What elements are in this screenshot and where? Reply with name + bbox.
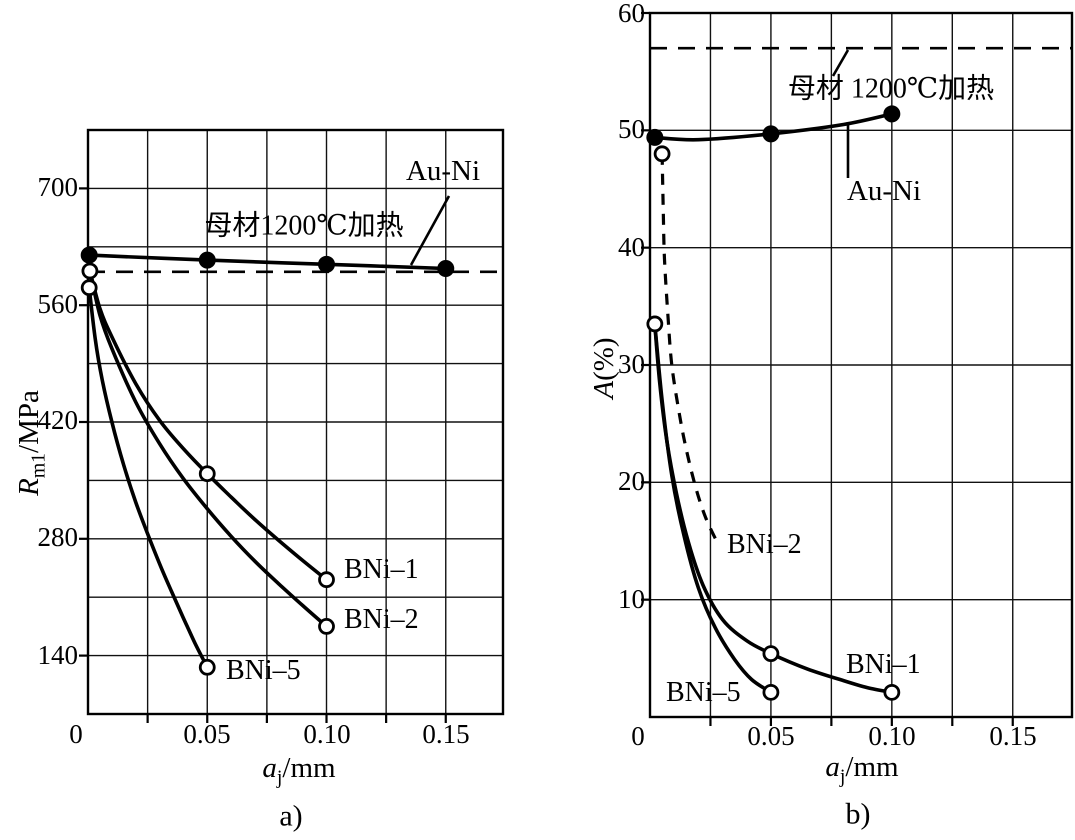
a-ytick-700: 700 [37, 172, 79, 202]
b-annotation-bni1: BNi–1 [846, 649, 921, 680]
data-point-marker-Au-Ni [198, 251, 216, 269]
a-annotation-bni5: BNi–5 [226, 655, 301, 686]
b-xlabel-unit: /mm [845, 750, 899, 783]
annotation-leader-line [409, 195, 451, 266]
b-annotation-bni2: BNi–2 [727, 529, 802, 560]
data-point-marker-Au-Ni [883, 105, 901, 123]
data-point-marker-Au-Ni [646, 128, 664, 146]
data-point-marker-BNi-1 [883, 683, 901, 701]
b-xlabel-var: a [825, 750, 840, 783]
b-xlabel-sub: j [839, 765, 846, 788]
data-point-marker-Au-Ni [437, 259, 455, 277]
a-ylabel-var: R [12, 478, 45, 496]
a-annotation-bni1: BNi–1 [344, 554, 419, 585]
b-ylabel-var: A [587, 380, 620, 399]
a-y-axis-label: Rm1/MPa [12, 390, 50, 496]
a-ytick-280: 280 [37, 522, 79, 552]
b-ylabel-unit: (%) [587, 337, 620, 381]
a-xlabel-unit: /mm [282, 751, 336, 784]
a-xlabel-var: a [262, 751, 277, 784]
a-panel-caption: a) [279, 799, 303, 833]
data-point-marker-BNi-1 [318, 571, 335, 589]
a-xtick-015: 0.15 [422, 719, 470, 749]
series-curve-BNi-5 [87, 285, 210, 670]
chart-panel-b [641, 11, 1074, 726]
series-curve-BNi-2 [88, 269, 329, 629]
a-annotation-base-metal: 母材1200℃加热 [204, 210, 404, 242]
b-ytick-30: 30 [618, 349, 645, 379]
data-point-marker-Au-Ni [318, 255, 336, 273]
b-xtick-005: 0.05 [747, 721, 795, 751]
b-ytick-40: 40 [618, 232, 645, 262]
data-point-marker-BNi-5 [80, 279, 98, 297]
chart-panel-a [79, 128, 505, 723]
data-point-marker-BNi-5 [762, 683, 780, 701]
a-xlabel-sub: j [276, 766, 283, 789]
series-curve-BNi-1 [653, 322, 894, 695]
b-xtick-015: 0.15 [989, 721, 1037, 751]
b-ytick-60: 60 [618, 0, 645, 28]
a-xtick-0: 0 [69, 719, 83, 749]
a-xtick-010: 0.10 [303, 719, 351, 749]
data-point-marker-BNi-2 [653, 145, 671, 163]
series-curve-BNi-1 [88, 269, 329, 582]
a-annotation-au-ni: Au-Ni [405, 155, 481, 188]
a-annotation-bni2: BNi–2 [344, 604, 419, 635]
data-point-marker-BNi-5 [198, 658, 216, 676]
a-x-axis-label: aj/mm [262, 751, 336, 789]
data-point-marker-BNi-5 [646, 315, 664, 333]
data-point-marker-BNi-1 [81, 262, 99, 280]
data-point-marker-Au-Ni [762, 125, 780, 143]
series-curve-BNi-5 [653, 322, 773, 695]
plot-frame [86, 128, 505, 716]
a-xtick-005: 0.05 [183, 719, 231, 749]
b-annotation-au-ni: Au-Ni [846, 175, 922, 208]
b-xtick-0: 0 [631, 721, 645, 751]
data-point-marker-Au-Ni [80, 246, 98, 264]
b-ytick-10: 10 [618, 584, 645, 614]
a-ytick-560: 560 [37, 289, 79, 319]
a-ytick-420: 420 [37, 405, 79, 435]
series-curve-BNi-2 [660, 153, 720, 544]
b-annotation-bni5: BNi–5 [666, 677, 741, 708]
b-x-axis-label: aj/mm [825, 750, 899, 788]
b-ytick-50: 50 [618, 114, 645, 144]
data-point-marker-BNi-2 [318, 618, 335, 635]
b-panel-caption: b) [845, 797, 871, 831]
b-annotation-base-metal: 母材 1200℃加热 [787, 73, 995, 105]
b-ytick-20: 20 [618, 466, 645, 496]
plot-frame [648, 11, 1074, 719]
a-ytick-140: 140 [37, 640, 79, 670]
a-ylabel-unit: /MPa [12, 390, 45, 453]
a-ylabel-sub: m1 [27, 452, 50, 479]
annotation-leader-line [831, 49, 850, 77]
b-y-axis-label: A(%) [587, 337, 625, 399]
series-curve-Au-Ni [87, 253, 448, 271]
data-point-marker-BNi-1 [762, 645, 780, 663]
b-xtick-010: 0.10 [868, 721, 916, 751]
data-point-marker-BNi-1 [198, 465, 216, 483]
